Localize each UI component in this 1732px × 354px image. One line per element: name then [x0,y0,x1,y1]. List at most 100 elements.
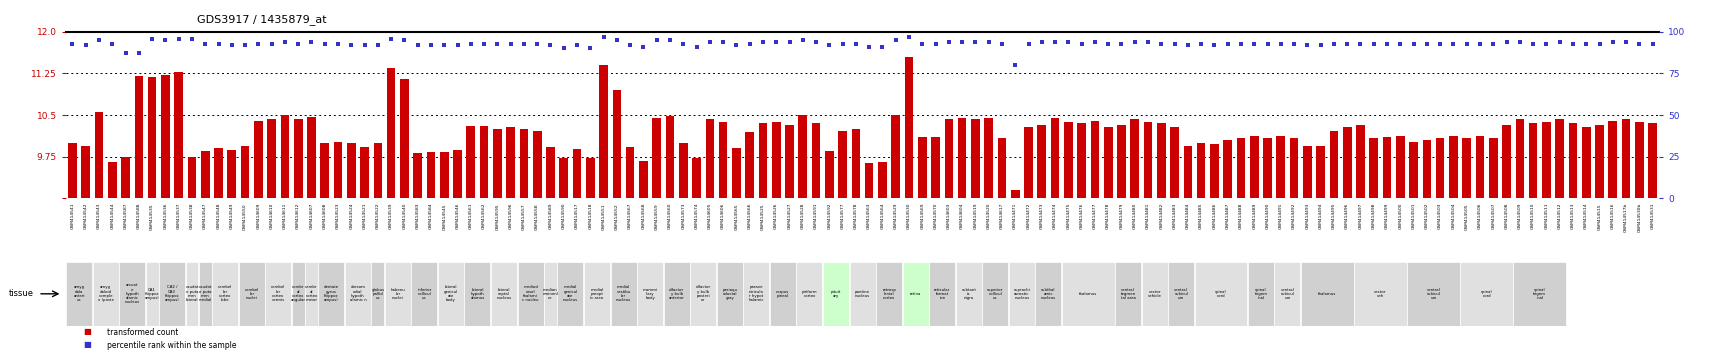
Bar [1356,125,1365,198]
Point [882,38,909,43]
Text: GSM414495: GSM414495 [1332,203,1335,229]
Bar [599,65,608,198]
Text: vector
vehicle: vector vehicle [1148,290,1162,298]
Text: caudat
e puta
men
lateral: caudat e puta men lateral [185,285,199,302]
Point [443,42,471,48]
Text: medial
preopt
ic area: medial preopt ic area [591,287,604,300]
Text: cerebr
al
cortex
angular: cerebr al cortex angular [291,285,305,302]
Bar [1183,145,1192,198]
Text: GSM414529: GSM414529 [894,203,897,229]
Text: GSM414564: GSM414564 [880,203,885,229]
Text: GSM414472: GSM414472 [1027,203,1031,229]
Bar [175,72,184,198]
Bar [1024,127,1032,198]
Point [549,46,577,51]
Text: GSM414617: GSM414617 [999,203,1005,229]
Point [1453,41,1481,46]
Point [1081,39,1108,45]
Bar [1502,125,1510,198]
Bar [307,117,315,198]
Point [1505,39,1533,45]
Text: dorsom
edial
hypoth
alamic n: dorsom edial hypoth alamic n [350,285,367,302]
Bar [81,145,90,198]
Text: GSM414507: GSM414507 [1491,203,1495,229]
Text: GSM414512: GSM414512 [1557,203,1562,229]
Bar [1301,262,1354,326]
Bar [1223,140,1231,198]
Bar [998,138,1006,198]
Text: medial
genicul
ate
nucleus: medial genicul ate nucleus [563,285,578,302]
Bar [1008,262,1036,326]
Text: GSM414545: GSM414545 [442,203,447,230]
Bar [1382,137,1391,198]
Text: piriform
cortex: piriform cortex [802,290,818,298]
Point [1160,41,1188,46]
Text: GSM414501: GSM414501 [1412,203,1415,229]
Text: GSM414531: GSM414531 [1651,203,1654,229]
Bar [637,262,663,326]
Bar [1276,136,1285,198]
Bar [932,137,940,198]
Bar [573,149,582,198]
Point [682,44,710,50]
Point [1439,41,1467,46]
Text: GSM414592: GSM414592 [828,203,831,229]
Point [152,38,178,43]
Text: GSM414525: GSM414525 [760,203,766,230]
Point [577,46,604,51]
Text: GSM414519: GSM414519 [973,203,977,229]
Bar [717,262,743,326]
Text: GSM414607: GSM414607 [310,203,313,229]
Point [324,41,352,46]
Point [378,36,405,41]
Bar [984,118,992,198]
Point [1612,39,1640,45]
Bar [663,262,689,326]
Text: ventral
subicul
um: ventral subicul um [1427,287,1441,300]
Text: GSM414584: GSM414584 [430,203,433,229]
Text: GSM414538: GSM414538 [191,203,194,229]
Bar [239,262,265,326]
Text: subthal
amic
nucleus: subthal amic nucleus [1041,287,1057,300]
Bar [147,77,156,198]
Point [270,39,298,45]
Text: spinal
cord: spinal cord [1216,290,1226,298]
Text: GSM414547: GSM414547 [203,203,208,229]
Bar [1635,122,1644,198]
Text: GSM414550: GSM414550 [242,203,248,230]
Text: GSM414477: GSM414477 [1093,203,1096,229]
Point [828,41,856,46]
Text: corpus
pineal: corpus pineal [776,290,790,298]
Bar [1316,145,1325,198]
Bar [876,262,902,326]
Point [1360,41,1387,46]
Bar [1302,145,1311,198]
Bar [360,147,369,198]
Bar [1460,262,1514,326]
Bar [1011,190,1020,198]
Bar [1450,136,1458,198]
Bar [185,262,199,326]
Bar [679,143,688,198]
Text: habenu
lar
nuclei: habenu lar nuclei [390,287,405,300]
Point [947,39,975,45]
Text: GSM414475: GSM414475 [1067,203,1070,229]
Point [1573,41,1600,46]
Point [1041,39,1069,45]
Bar [1247,262,1275,326]
Bar [743,262,769,326]
Bar [610,262,637,326]
Point [1067,41,1095,46]
Point [99,41,126,46]
Bar [1051,118,1060,198]
Bar [215,148,223,198]
Point [708,39,736,45]
Bar [1649,124,1658,198]
Text: GSM414514: GSM414514 [1585,203,1588,229]
Bar [1436,138,1444,198]
Bar [902,262,928,326]
Bar [466,126,475,198]
Bar [824,151,833,198]
Bar [1091,121,1100,198]
Text: GSM414577: GSM414577 [840,203,845,229]
